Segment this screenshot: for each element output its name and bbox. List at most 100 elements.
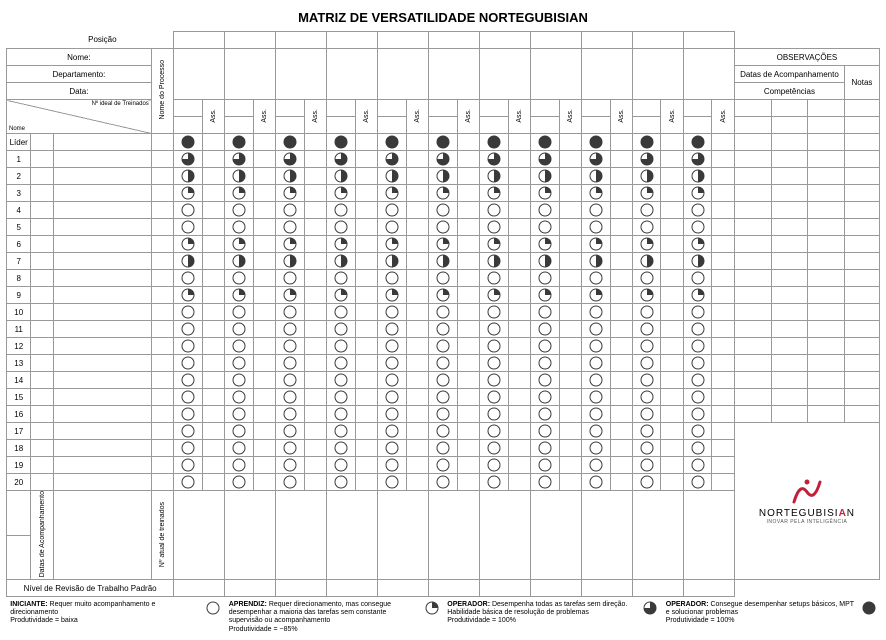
ass-cell[interactable]: [559, 202, 581, 219]
row-name-cell[interactable]: [53, 134, 151, 151]
row-date-cell[interactable]: [31, 474, 53, 491]
skill-cell[interactable]: [480, 355, 509, 372]
ass-cell[interactable]: [355, 406, 377, 423]
ass-cell[interactable]: [253, 423, 275, 440]
row-name-cell[interactable]: [53, 185, 151, 202]
ass-cell[interactable]: [712, 423, 734, 440]
skill-cell[interactable]: [174, 423, 203, 440]
ass-cell[interactable]: [355, 457, 377, 474]
ass-cell[interactable]: [610, 440, 632, 457]
skill-cell[interactable]: [581, 219, 610, 236]
ass-cell[interactable]: [508, 440, 530, 457]
ass-cell[interactable]: [202, 168, 224, 185]
row-name-cell[interactable]: [53, 253, 151, 270]
ass-cell[interactable]: [202, 457, 224, 474]
ass-cell[interactable]: [253, 202, 275, 219]
row-ntrein-cell[interactable]: [151, 440, 173, 457]
ass-cell[interactable]: [457, 202, 479, 219]
skill-cell[interactable]: [225, 134, 254, 151]
skill-cell[interactable]: [581, 372, 610, 389]
n-ideal-cell[interactable]: [429, 100, 458, 117]
row-name-cell[interactable]: [53, 338, 151, 355]
skill-cell[interactable]: [480, 423, 509, 440]
skill-cell[interactable]: [581, 440, 610, 457]
skill-cell[interactable]: [378, 253, 407, 270]
skill-cell[interactable]: [429, 185, 458, 202]
skill-cell[interactable]: [174, 355, 203, 372]
skill-cell[interactable]: [174, 287, 203, 304]
skill-cell[interactable]: [429, 168, 458, 185]
ass-cell[interactable]: [712, 372, 734, 389]
skill-cell[interactable]: [276, 372, 305, 389]
ass-cell[interactable]: [253, 219, 275, 236]
process-header[interactable]: [429, 49, 480, 100]
row-date-cell[interactable]: [31, 457, 53, 474]
ass-cell[interactable]: [253, 355, 275, 372]
skill-cell[interactable]: [429, 270, 458, 287]
skill-cell[interactable]: [225, 270, 254, 287]
ass-cell[interactable]: [304, 457, 326, 474]
skill-cell[interactable]: [581, 304, 610, 321]
ass-cell[interactable]: [355, 236, 377, 253]
skill-cell[interactable]: [632, 134, 661, 151]
skill-cell[interactable]: [378, 440, 407, 457]
ass-cell[interactable]: [457, 287, 479, 304]
ass-cell[interactable]: [559, 185, 581, 202]
ass-cell[interactable]: [610, 321, 632, 338]
row-date-cell[interactable]: [31, 355, 53, 372]
ass-cell[interactable]: [559, 134, 581, 151]
skill-cell[interactable]: [480, 321, 509, 338]
ass-cell[interactable]: [712, 270, 734, 287]
ass-cell[interactable]: [202, 270, 224, 287]
skill-cell[interactable]: [276, 151, 305, 168]
ass-cell[interactable]: [712, 338, 734, 355]
skill-cell[interactable]: [378, 304, 407, 321]
row-ntrein-cell[interactable]: [151, 372, 173, 389]
ass-cell[interactable]: [406, 151, 428, 168]
skill-cell[interactable]: [683, 355, 712, 372]
ass-cell[interactable]: [253, 287, 275, 304]
skill-cell[interactable]: [429, 474, 458, 491]
skill-cell[interactable]: [225, 219, 254, 236]
skill-cell[interactable]: [683, 389, 712, 406]
row-name-cell[interactable]: [53, 270, 151, 287]
skill-cell[interactable]: [531, 168, 560, 185]
skill-cell[interactable]: [581, 253, 610, 270]
ass-cell[interactable]: [202, 151, 224, 168]
ass-cell[interactable]: [661, 372, 683, 389]
row-ntrein-cell[interactable]: [151, 151, 173, 168]
process-header[interactable]: [327, 49, 378, 100]
skill-cell[interactable]: [327, 304, 356, 321]
row-ntrein-cell[interactable]: [151, 168, 173, 185]
ass-cell[interactable]: [457, 270, 479, 287]
ass-cell[interactable]: [304, 270, 326, 287]
skill-cell[interactable]: [531, 440, 560, 457]
skill-cell[interactable]: [276, 202, 305, 219]
row-date-cell[interactable]: [31, 338, 53, 355]
skill-cell[interactable]: [632, 389, 661, 406]
ass-cell[interactable]: [406, 287, 428, 304]
skill-cell[interactable]: [429, 338, 458, 355]
ass-cell[interactable]: [355, 389, 377, 406]
ass-cell[interactable]: [457, 406, 479, 423]
ass-cell[interactable]: [610, 389, 632, 406]
skill-cell[interactable]: [174, 202, 203, 219]
skill-cell[interactable]: [174, 457, 203, 474]
skill-cell[interactable]: [378, 219, 407, 236]
n-ideal-cell[interactable]: [174, 100, 203, 117]
skill-cell[interactable]: [276, 474, 305, 491]
skill-cell[interactable]: [378, 372, 407, 389]
skill-cell[interactable]: [632, 474, 661, 491]
skill-cell[interactable]: [378, 457, 407, 474]
skill-cell[interactable]: [378, 423, 407, 440]
row-name-cell[interactable]: [53, 440, 151, 457]
ass-cell[interactable]: [304, 134, 326, 151]
skill-cell[interactable]: [174, 372, 203, 389]
skill-cell[interactable]: [225, 321, 254, 338]
row-name-cell[interactable]: [53, 389, 151, 406]
ass-cell[interactable]: [712, 219, 734, 236]
skill-cell[interactable]: [378, 321, 407, 338]
ass-cell[interactable]: [508, 474, 530, 491]
skill-cell[interactable]: [276, 287, 305, 304]
ass-cell[interactable]: [304, 474, 326, 491]
